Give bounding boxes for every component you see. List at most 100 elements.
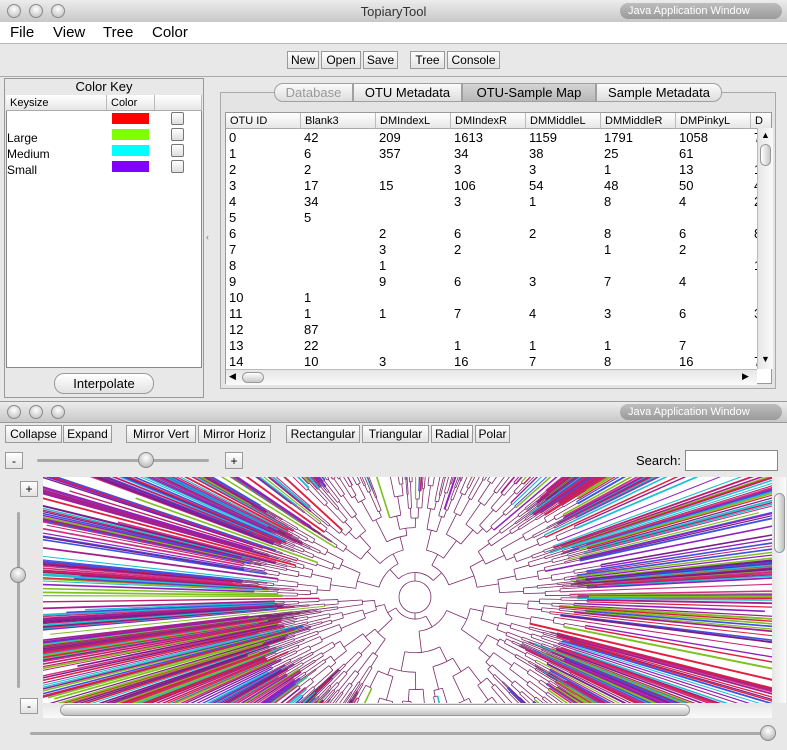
- tree-edge: [109, 654, 248, 703]
- tree-edge: [83, 637, 287, 703]
- column-header[interactable]: DMMiddleR: [601, 113, 676, 129]
- table-cell: 38: [529, 146, 544, 161]
- color-swatch[interactable]: [112, 113, 149, 124]
- tree-edge: [264, 509, 283, 521]
- tree-h-thumb[interactable]: [60, 704, 690, 716]
- tab[interactable]: OTU-Sample Map: [462, 83, 596, 102]
- interpolate-button[interactable]: Interpolate: [54, 373, 154, 394]
- zoom-button[interactable]: [51, 405, 65, 419]
- tree-edge: [313, 669, 334, 688]
- scroll-up-arrow[interactable]: ▲: [761, 130, 770, 140]
- tree-edge: [547, 691, 564, 703]
- tree-edge: [302, 652, 322, 665]
- menu-color[interactable]: Color: [152, 24, 188, 41]
- minimize-button[interactable]: [29, 405, 43, 419]
- close-button[interactable]: [7, 405, 21, 419]
- checkbox[interactable]: [171, 160, 184, 173]
- v-zoom-knob[interactable]: [10, 567, 26, 583]
- v-zoom-in-button[interactable]: +: [20, 481, 38, 497]
- minimize-button[interactable]: [29, 4, 43, 18]
- v-scrollbar[interactable]: ▼ ▲: [757, 128, 773, 369]
- checkbox[interactable]: [171, 112, 184, 125]
- tree-edge: [398, 477, 400, 485]
- tree-edge: [281, 617, 297, 622]
- column-header[interactable]: DMMiddleL: [526, 113, 601, 129]
- bottom-slider-knob[interactable]: [760, 725, 776, 741]
- column-header[interactable]: DMPinkyL: [676, 113, 751, 129]
- column-header[interactable]: DMIndexR: [451, 113, 526, 129]
- tree-edge: [537, 583, 558, 586]
- tree-h-scrollbar[interactable]: [43, 703, 772, 718]
- menu-tree[interactable]: Tree: [103, 24, 134, 41]
- close-button[interactable]: [7, 4, 21, 18]
- tree-edge: [302, 685, 321, 702]
- tab[interactable]: OTU Metadata: [353, 83, 462, 102]
- zoom-slider[interactable]: [37, 459, 209, 462]
- title-bar: TopiaryTool Java Application Window: [0, 0, 787, 23]
- tree-edge: [459, 498, 471, 516]
- menu-view[interactable]: View: [53, 24, 86, 41]
- tree-edge: [586, 585, 598, 588]
- tree-edge: [293, 653, 314, 666]
- scroll-right-arrow[interactable]: ▶: [742, 371, 749, 381]
- tree-edge: [542, 635, 563, 643]
- tree-canvas[interactable]: [43, 477, 772, 703]
- search-input[interactable]: [685, 450, 778, 471]
- tree-branch: [536, 539, 540, 546]
- checkbox[interactable]: [171, 144, 184, 157]
- scroll-down-arrow[interactable]: ▼: [761, 354, 770, 364]
- color-swatch[interactable]: [112, 145, 149, 156]
- bottom-slider[interactable]: [30, 732, 770, 735]
- zoom-out-button[interactable]: -: [5, 452, 23, 469]
- checkbox[interactable]: [171, 128, 184, 141]
- tree-edge: [321, 619, 332, 624]
- tree-button[interactable]: Tree: [410, 51, 445, 69]
- tree-tool-button[interactable]: Mirror Horiz: [198, 425, 271, 443]
- tree-tool-button[interactable]: Mirror Vert: [126, 425, 196, 443]
- tree-tool-button[interactable]: Triangular: [362, 425, 429, 443]
- menu-file[interactable]: File: [10, 24, 35, 41]
- column-header[interactable]: D: [751, 113, 771, 129]
- save-button[interactable]: Save: [363, 51, 398, 69]
- column-header[interactable]: DMIndexL: [376, 113, 451, 129]
- color-swatch[interactable]: [112, 161, 149, 172]
- tree-edge: [262, 635, 288, 645]
- tree-v-thumb[interactable]: [774, 493, 785, 553]
- column-header[interactable]: OTU ID: [226, 113, 301, 129]
- console-button[interactable]: Console: [447, 51, 500, 69]
- tree-tool-button[interactable]: Radial: [431, 425, 473, 443]
- tree-v-scrollbar[interactable]: [772, 477, 786, 703]
- h-scrollbar[interactable]: ◀ ▶: [226, 369, 757, 385]
- tree-edge: [509, 519, 526, 532]
- tree-edge: [356, 683, 363, 692]
- tree-branch: [365, 684, 372, 689]
- tree-edge: [460, 629, 483, 645]
- tree-edge: [519, 518, 537, 530]
- tree-edge: [258, 615, 272, 618]
- zoom-in-button[interactable]: +: [225, 452, 243, 469]
- column-header[interactable]: Blank3: [301, 113, 376, 129]
- tree-tool-button[interactable]: Polar: [475, 425, 510, 443]
- tab[interactable]: Database: [274, 83, 353, 102]
- tree-edge: [525, 648, 641, 703]
- zoom-button[interactable]: [51, 4, 65, 18]
- h-scroll-thumb[interactable]: [242, 372, 264, 383]
- v-zoom-out-button[interactable]: -: [20, 698, 38, 714]
- scroll-left-arrow[interactable]: ◀: [229, 371, 236, 381]
- tab[interactable]: Sample Metadata: [596, 83, 722, 102]
- tree-edge: [453, 493, 463, 513]
- tree-tool-button[interactable]: Rectangular: [286, 425, 360, 443]
- v-zoom-slider[interactable]: [17, 512, 20, 688]
- tree-tool-button[interactable]: Collapse: [5, 425, 62, 443]
- tree-tool-button[interactable]: Expand: [63, 425, 112, 443]
- tree-edge: [44, 477, 264, 549]
- new-button[interactable]: New: [287, 51, 319, 69]
- tree-edge: [559, 604, 772, 620]
- color-swatch[interactable]: [112, 129, 149, 140]
- tree-edge: [310, 526, 321, 534]
- tree-edge: [319, 477, 324, 482]
- v-scroll-thumb[interactable]: [760, 144, 771, 166]
- open-button[interactable]: Open: [321, 51, 361, 69]
- zoom-slider-knob[interactable]: [138, 452, 154, 468]
- tree-edge: [484, 477, 487, 481]
